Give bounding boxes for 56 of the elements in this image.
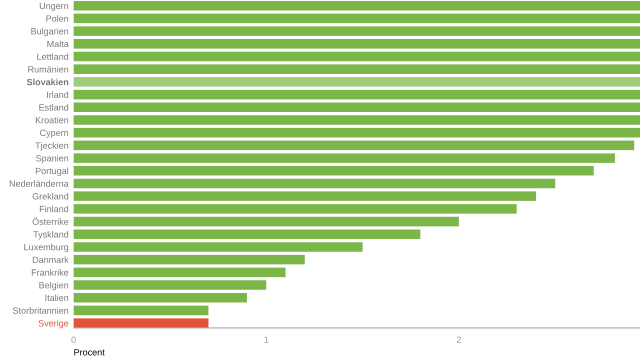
x-tick-label: 1	[264, 336, 268, 343]
bar	[74, 14, 640, 24]
bar	[74, 64, 640, 74]
bar	[74, 128, 640, 138]
bar	[74, 140, 634, 150]
bar	[74, 268, 286, 278]
y-tick-label: Ungern	[40, 2, 68, 11]
bar	[74, 204, 517, 214]
x-axis-title: Procent	[74, 349, 105, 356]
y-tick-label: Slovakien	[26, 78, 68, 86]
y-tick-label: Nederländerna	[10, 180, 69, 187]
y-tick-label: Lettland	[37, 53, 68, 60]
bar	[74, 216, 459, 226]
y-tick-label: Polen	[46, 15, 68, 22]
y-tick-label: Österrike	[32, 217, 68, 225]
y-tick-label: Belgien	[39, 282, 68, 290]
y-tick-label: Portugal	[36, 168, 68, 176]
bar	[74, 26, 640, 36]
bar	[74, 292, 247, 303]
y-tick-label: Italien	[45, 294, 68, 302]
bar	[74, 153, 615, 163]
y-tick-label: Bulgarien	[31, 28, 68, 36]
x-tick-label: 0	[71, 336, 76, 343]
bar	[74, 0, 640, 10]
x-tick-label: 2	[456, 336, 461, 343]
y-tick-label: Malta	[47, 40, 69, 48]
y-tick-label: Rumänien	[28, 66, 68, 73]
y-tick-label: Luxemburg	[24, 244, 68, 252]
y-tick-label: Storbritannien	[12, 307, 68, 314]
y-tick-label: Finland	[40, 206, 68, 212]
bar	[74, 229, 420, 240]
y-tick-label: Grekland	[32, 192, 68, 200]
y-tick-label: Danmark	[32, 256, 69, 264]
bar	[74, 102, 640, 112]
bar	[74, 90, 640, 100]
y-tick-label: Tjeckien	[35, 142, 68, 151]
y-tick-label: Kroatien	[36, 116, 68, 124]
bar	[74, 254, 305, 264]
bar	[74, 306, 208, 316]
y-tick-label: Cypern	[40, 130, 68, 138]
bar	[74, 115, 640, 125]
bar	[74, 191, 536, 201]
bar	[74, 52, 640, 62]
bar	[74, 280, 266, 290]
bar	[74, 166, 594, 176]
y-tick-label: Frankrike	[32, 269, 68, 276]
bar	[74, 242, 363, 252]
y-tick-label: Sverige	[38, 320, 68, 328]
bar	[74, 77, 640, 87]
bar	[74, 178, 556, 188]
bar	[74, 318, 208, 328]
y-tick-label: Tyskland	[33, 230, 68, 240]
y-tick-label: Estland	[39, 104, 68, 111]
y-tick-label: Spanien	[36, 154, 68, 164]
bar	[74, 39, 640, 49]
y-tick-label: Irland	[46, 91, 68, 98]
